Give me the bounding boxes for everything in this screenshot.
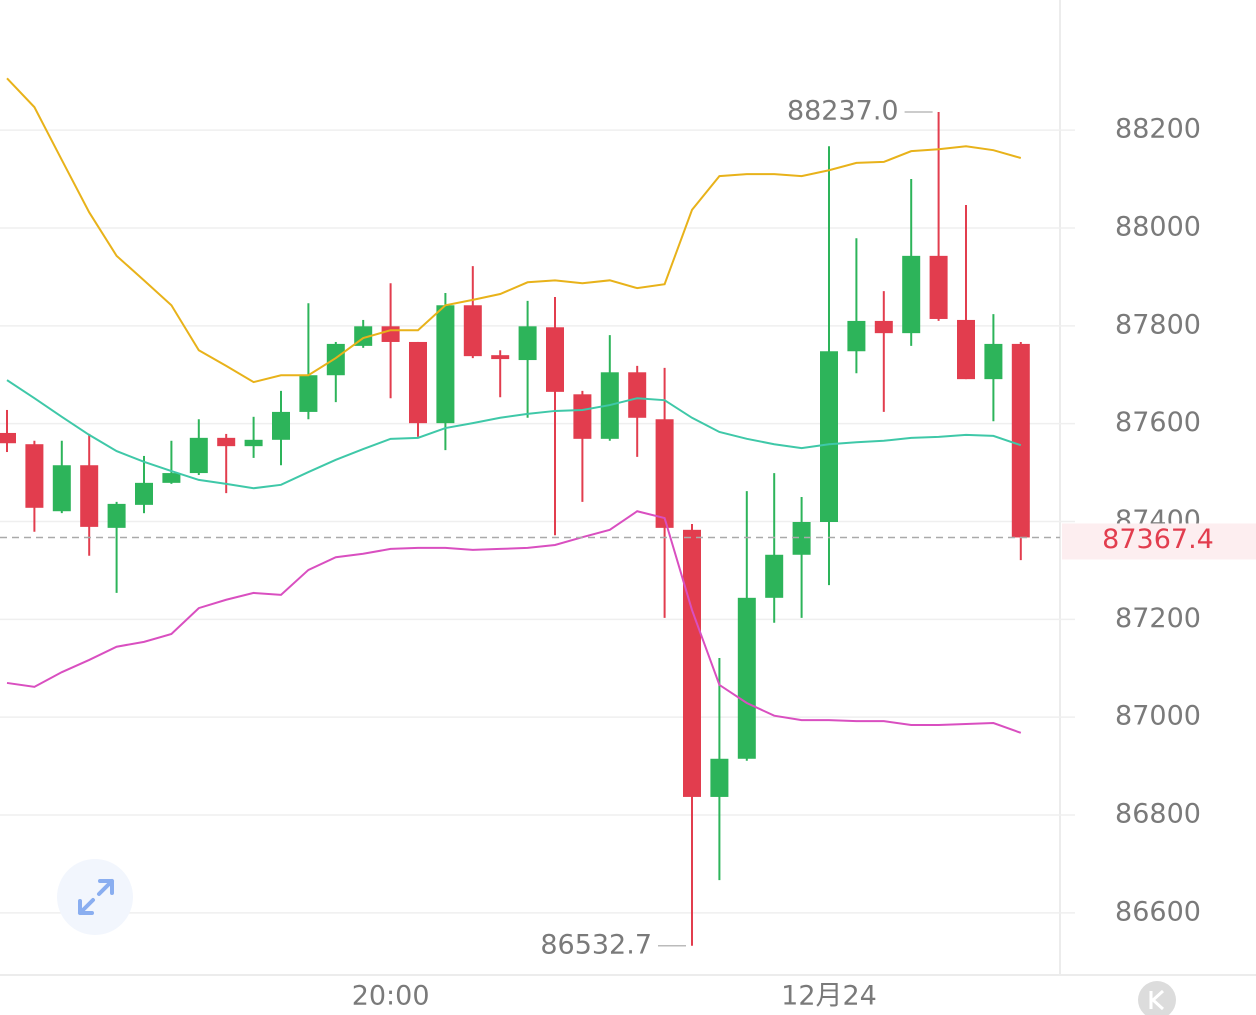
- y-tick-label: 86600: [1115, 896, 1201, 927]
- candle-body: [546, 327, 564, 392]
- last-price-bg: [1062, 523, 1256, 560]
- candle-body: [573, 394, 592, 439]
- annotation-label: 88237.0: [787, 96, 899, 127]
- candle-body: [135, 482, 153, 505]
- y-tick-label: 87600: [1115, 407, 1201, 438]
- candle-body: [737, 597, 756, 759]
- candle-body: [957, 319, 975, 380]
- candle-body: [381, 326, 400, 342]
- candle-body: [847, 320, 866, 352]
- candle-body: [25, 444, 44, 508]
- candle-body: [272, 411, 290, 440]
- candle-body: [107, 503, 126, 528]
- candle-body: [217, 437, 236, 447]
- expand-icon: [78, 879, 114, 915]
- candle-body: [491, 355, 510, 360]
- candle-body: [929, 255, 948, 319]
- candle-body: [409, 341, 427, 424]
- candle-body: [299, 375, 318, 412]
- y-tick-label: 88200: [1115, 114, 1201, 145]
- candle-body: [189, 437, 208, 474]
- candle-body: [52, 465, 71, 512]
- band-line: [6, 379, 1022, 490]
- y-tick-label: 87800: [1115, 309, 1201, 340]
- expand-button[interactable]: [57, 859, 133, 935]
- x-tick-label: 12月24: [781, 981, 877, 1012]
- candle-body: [874, 320, 893, 334]
- x-tick-label: 20:00: [352, 981, 430, 1012]
- y-tick-label: 87200: [1115, 603, 1201, 634]
- band-line: [6, 510, 1022, 734]
- candle-body: [710, 758, 729, 797]
- candle-body: [655, 419, 674, 528]
- candle-body: [162, 473, 181, 483]
- candle-body: [628, 372, 647, 418]
- candle-body: [436, 305, 455, 424]
- candle-body: [1011, 343, 1030, 538]
- y-tick-label: 86800: [1115, 799, 1201, 830]
- candle-body: [0, 432, 16, 444]
- band-line: [6, 77, 1022, 384]
- candle-body: [765, 554, 784, 598]
- candle-body: [683, 529, 701, 797]
- candle-body: [902, 255, 921, 334]
- candle-body: [463, 305, 482, 357]
- candle-body: [984, 343, 1003, 380]
- y-tick-label: 88000: [1115, 211, 1201, 242]
- candle-body: [792, 521, 811, 555]
- annotation-label: 86532.7: [540, 929, 652, 960]
- candle-body: [820, 351, 838, 522]
- candle-body: [80, 465, 99, 527]
- candle-body: [326, 343, 345, 376]
- candle-body: [244, 439, 263, 447]
- y-tick-label: 87000: [1115, 701, 1201, 732]
- kline-icon: [1149, 989, 1165, 1011]
- last-price-label: 87367.4: [1102, 524, 1214, 555]
- candle-body: [518, 326, 537, 361]
